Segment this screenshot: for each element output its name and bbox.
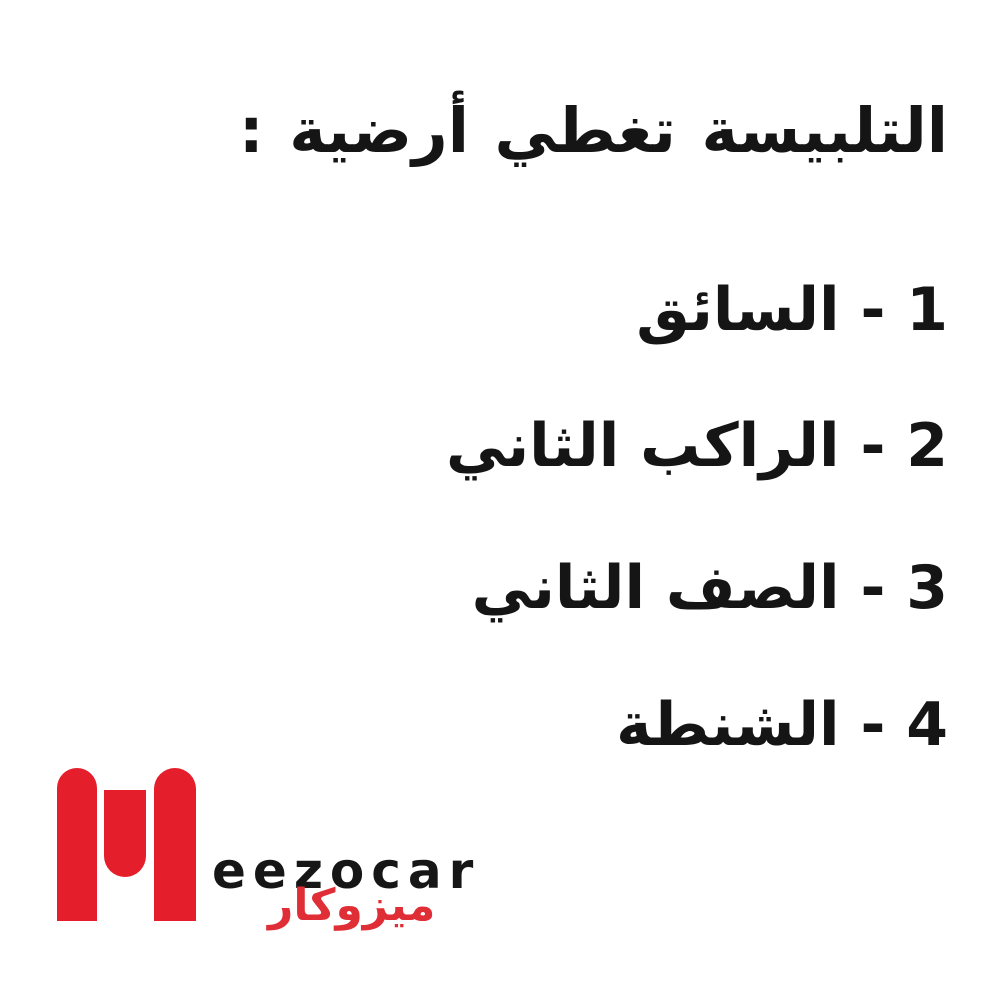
m-logo-middle-drop [104, 790, 146, 877]
page-title: التلبيسة تغطي أرضية : [238, 94, 948, 167]
m-logo-left-pillar [57, 768, 97, 921]
list-item-1: 1 - السائق [636, 275, 948, 345]
m-logo-right-pillar [154, 768, 196, 921]
list-item-2: 2 - الراكب الثاني [445, 411, 948, 481]
list-item-3: 3 - الصف الثاني [471, 553, 948, 623]
brand-name-latin: eezocar [212, 842, 481, 900]
list-item-4: 4 - الشنطة [616, 690, 948, 760]
brand-name-arabic: ميزوكار [268, 880, 436, 931]
